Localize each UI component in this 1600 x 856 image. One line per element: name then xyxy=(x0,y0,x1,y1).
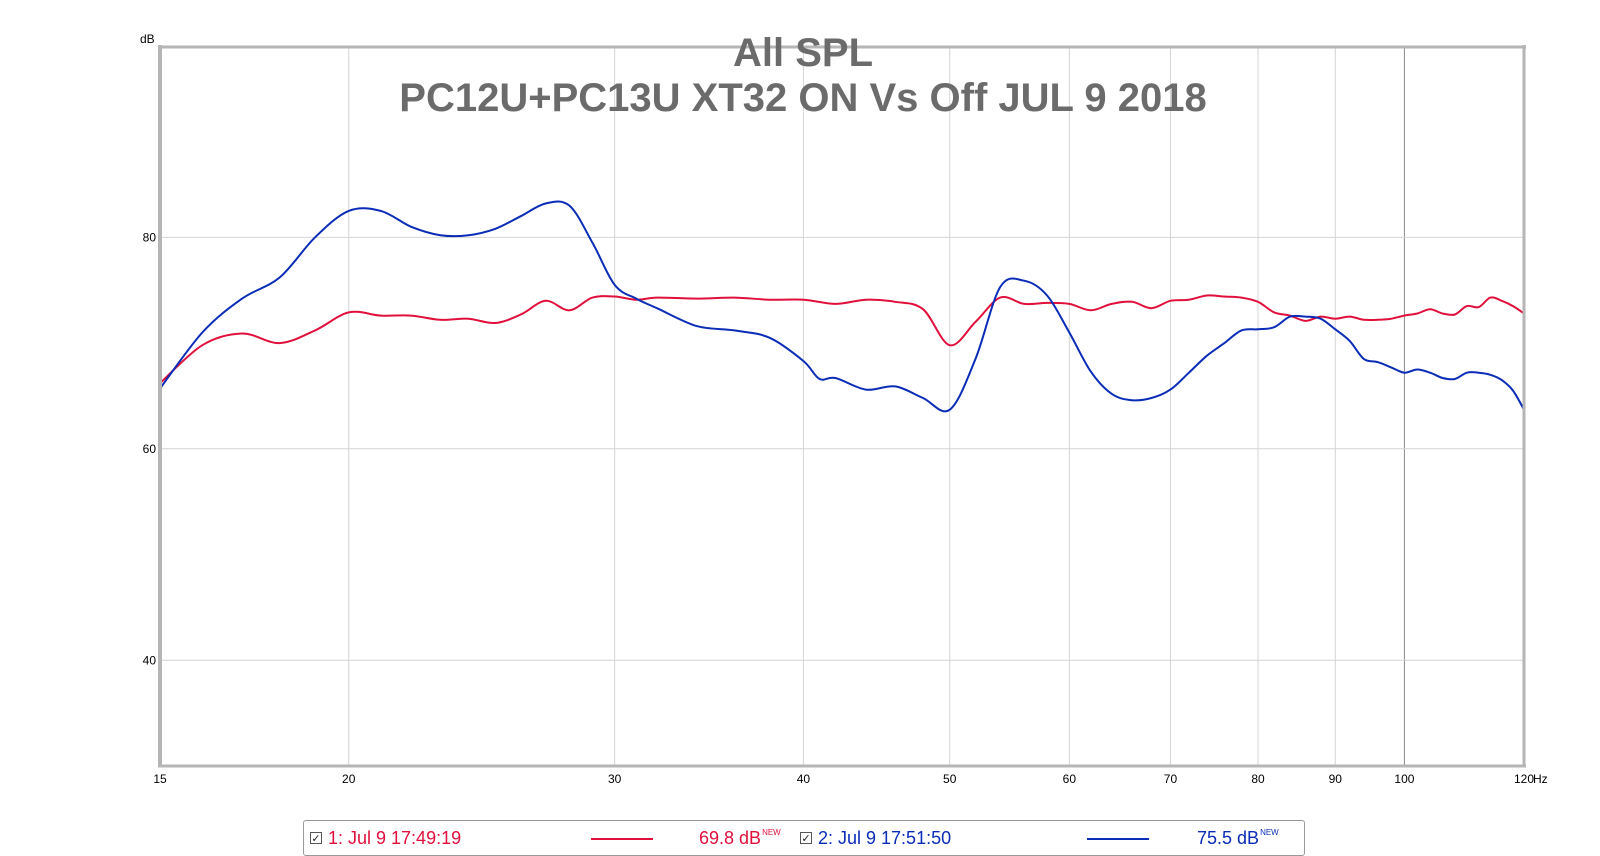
series-line-2 xyxy=(159,200,1525,413)
y-tick-label: 40 xyxy=(143,653,157,667)
legend-value-series-1: 69.8 dB NEW xyxy=(699,821,781,855)
x-tick-label: 120 xyxy=(1514,772,1534,786)
x-tick-label: 100 xyxy=(1394,772,1414,786)
series-line-1 xyxy=(159,294,1525,384)
series-layer xyxy=(159,200,1525,413)
legend-label-series-2: 2: Jul 9 17:51:50 xyxy=(818,827,952,848)
legend: ✓ 1: Jul 9 17:49:19 69.8 dB NEW ✓ 2: Jul … xyxy=(303,820,1305,856)
x-tick-label: 70 xyxy=(1164,772,1178,786)
x-tick-label: 40 xyxy=(797,772,811,786)
y-tick-label: 80 xyxy=(143,230,157,244)
plot-area xyxy=(159,46,1525,766)
legend-value-text-2: 75.5 dB xyxy=(1197,827,1260,848)
legend-value-text-1: 69.8 dB xyxy=(699,827,762,848)
tick-labels: 15 20 30 40 50 60 70 80 90 100 120 40 60 80 xyxy=(143,230,1535,786)
x-tick-label: 20 xyxy=(342,772,356,786)
legend-swatch-series-1 xyxy=(591,838,653,840)
legend-value-series-2: 75.5 dB NEW xyxy=(1197,821,1279,855)
checkbox-series-2[interactable]: ✓ xyxy=(800,832,812,845)
checkbox-series-1[interactable]: ✓ xyxy=(310,832,322,845)
x-tick-label: 90 xyxy=(1329,772,1343,786)
chart-subtitle: PC12U+PC13U XT32 ON Vs Off JUL 9 2018 xyxy=(399,76,1206,120)
legend-item-series-2[interactable]: ✓ 2: Jul 9 17:51:50 xyxy=(800,821,951,855)
x-tick-label: 15 xyxy=(153,772,167,786)
x-tick-label: 60 xyxy=(1063,772,1077,786)
y-tick-label: 60 xyxy=(143,442,157,456)
legend-swatch-series-2 xyxy=(1087,838,1149,840)
chart-title: All SPL xyxy=(733,31,873,75)
x-axis-unit-label: Hz xyxy=(1533,772,1548,786)
x-tick-label: 50 xyxy=(943,772,957,786)
legend-item-series-1[interactable]: ✓ 1: Jul 9 17:49:19 xyxy=(310,821,461,855)
grid xyxy=(160,47,1524,766)
y-axis-unit-label: dB xyxy=(140,32,155,46)
x-tick-label: 80 xyxy=(1251,772,1265,786)
legend-badge-2: NEW xyxy=(1260,827,1279,837)
legend-label-series-1: 1: Jul 9 17:49:19 xyxy=(328,827,462,848)
x-tick-label: 30 xyxy=(608,772,622,786)
legend-badge-1: NEW xyxy=(762,827,781,837)
